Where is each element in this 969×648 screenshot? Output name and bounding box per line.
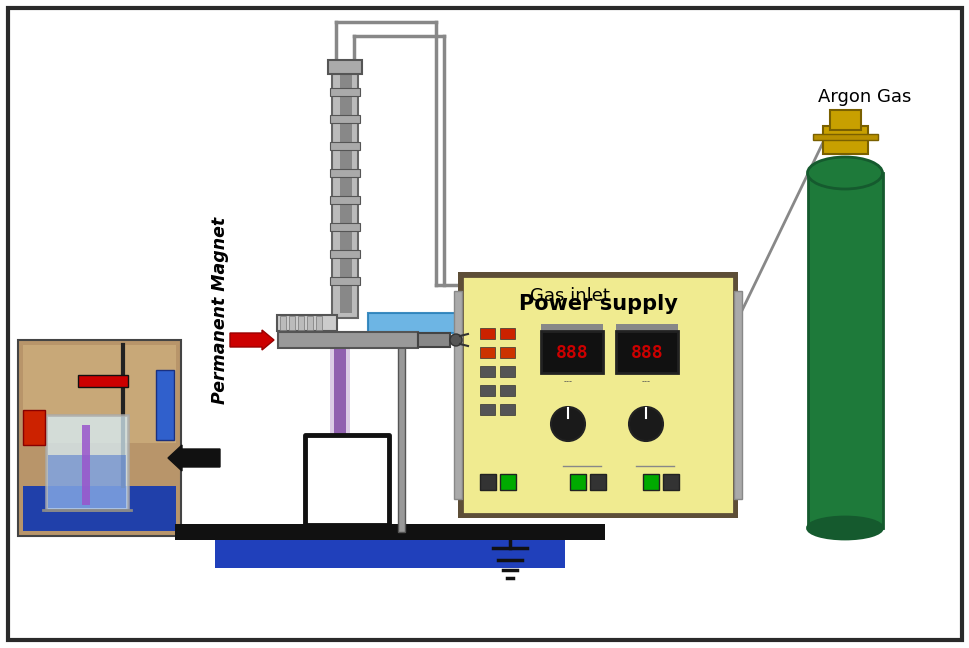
Bar (499, 385, 515, 396)
Ellipse shape (806, 517, 882, 539)
Text: ---: --- (563, 378, 572, 386)
Bar (461, 276, 734, 514)
Bar (329, 115, 359, 123)
Bar (46, 415, 128, 510)
Bar (329, 142, 359, 150)
Bar (23, 486, 175, 531)
Bar (499, 404, 515, 415)
Bar (331, 68, 358, 318)
Bar (333, 348, 346, 458)
Text: 888: 888 (555, 344, 588, 362)
Bar (663, 474, 678, 490)
Bar (589, 474, 606, 490)
Bar (480, 347, 494, 358)
Bar (329, 169, 359, 177)
Bar (328, 60, 361, 74)
Bar (822, 126, 867, 154)
Bar (734, 291, 741, 499)
Bar (47, 455, 126, 508)
Bar (329, 348, 350, 458)
Bar (297, 316, 303, 330)
Text: Gas inlet: Gas inlet (529, 287, 610, 305)
Bar (541, 324, 603, 331)
Bar (480, 366, 494, 377)
Bar (418, 333, 450, 347)
Text: Argon Gas: Argon Gas (818, 88, 911, 106)
Bar (18, 340, 181, 536)
Bar (82, 425, 90, 505)
Text: Permanent Magnet: Permanent Magnet (211, 216, 229, 404)
Bar (156, 370, 173, 440)
Bar (316, 316, 322, 330)
FancyArrow shape (230, 330, 273, 350)
Bar (329, 196, 359, 204)
Bar (480, 404, 494, 415)
Bar (340, 73, 352, 313)
Bar (397, 340, 405, 532)
Text: ---: --- (641, 378, 650, 386)
Bar (453, 291, 461, 499)
Circle shape (628, 407, 663, 441)
Bar (807, 173, 882, 528)
Bar (329, 88, 359, 96)
Bar (570, 474, 585, 490)
Bar (480, 328, 494, 339)
Bar (457, 272, 737, 518)
Bar (215, 540, 564, 568)
Bar (499, 347, 515, 358)
Circle shape (550, 407, 584, 441)
Bar (289, 316, 295, 330)
Bar (367, 313, 719, 333)
Bar (23, 345, 175, 443)
Bar (499, 474, 516, 490)
Bar (812, 134, 877, 140)
Bar (329, 250, 359, 258)
Bar (829, 110, 860, 130)
Bar (278, 332, 418, 348)
Circle shape (450, 334, 461, 346)
Bar (23, 410, 45, 445)
Text: Power supply: Power supply (518, 294, 676, 314)
Bar (719, 310, 735, 336)
Bar (280, 316, 286, 330)
Text: 888: 888 (630, 344, 663, 362)
Bar (306, 316, 313, 330)
Bar (304, 435, 389, 525)
Bar (615, 331, 677, 373)
Bar (642, 474, 658, 490)
Bar (480, 474, 495, 490)
Bar (480, 385, 494, 396)
Ellipse shape (806, 157, 882, 189)
Bar (277, 315, 336, 331)
Bar (541, 331, 603, 373)
Bar (78, 375, 128, 387)
Bar (329, 223, 359, 231)
Bar (499, 328, 515, 339)
FancyArrow shape (168, 445, 220, 471)
Bar (174, 524, 605, 540)
Bar (615, 324, 677, 331)
Bar (329, 277, 359, 285)
Bar (499, 366, 515, 377)
